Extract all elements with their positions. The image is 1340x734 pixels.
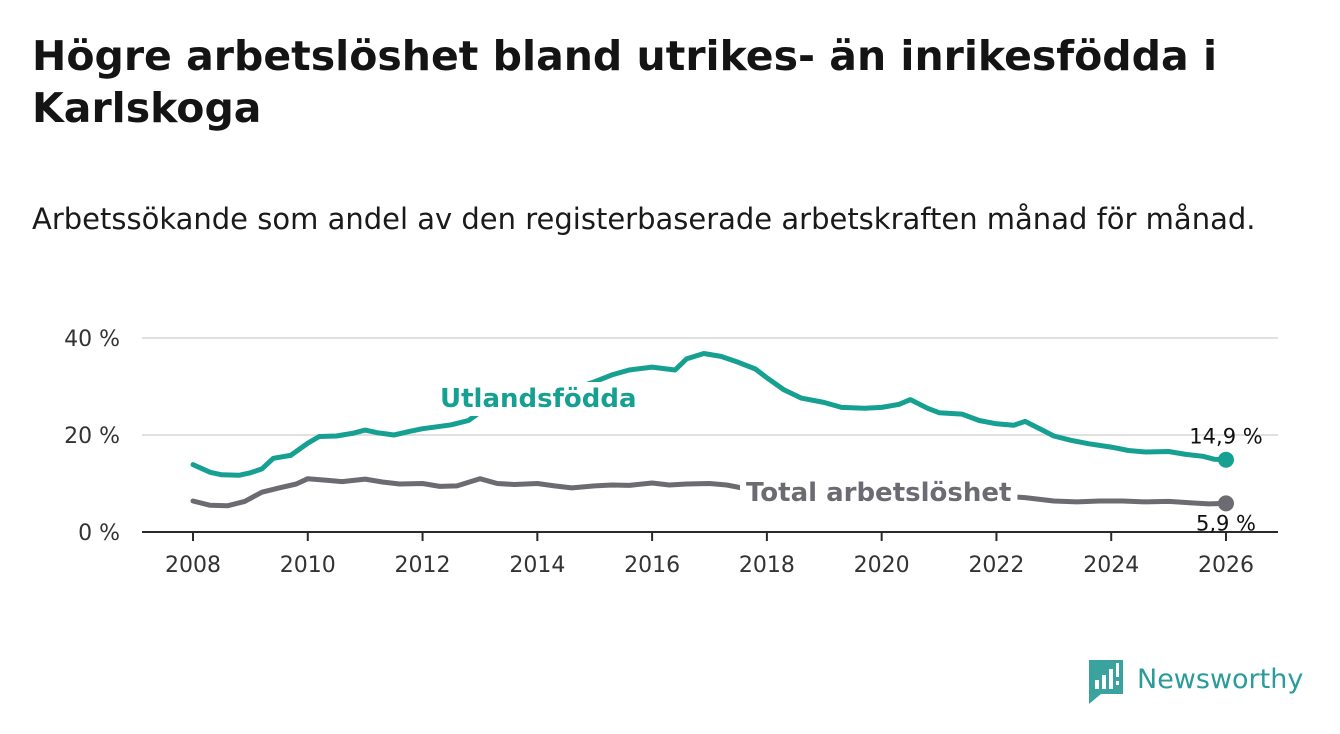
line-chart: 0 % 20 % 40 % 2008 2010 2012 2014 2016 2018 2020 2… — [64, 327, 1278, 578]
x-tick-label: 2026 — [1198, 553, 1254, 578]
brand-name: Newsworthy — [1137, 664, 1304, 695]
x-tick-label: 2012 — [395, 553, 451, 578]
series-label-backdrop — [740, 476, 1018, 510]
x-tick-label: 2022 — [968, 553, 1024, 578]
axes: 0 % 20 % 40 % 2008 2010 2012 2014 2016 2018 2020 2… — [64, 327, 1278, 578]
series-line-utlandsfodda — [190, 351, 1229, 478]
y-tick-label: 0 % — [78, 521, 120, 546]
series-label-backdrop — [434, 382, 643, 416]
newsworthy-logo-icon — [1089, 660, 1123, 704]
x-tick-label: 2016 — [624, 553, 680, 578]
series-label-utlandsfodda: Utlandsfödda — [440, 384, 637, 414]
chart-subtitle: Arbetssökande som andel av den registerb… — [32, 202, 1256, 236]
x-tick-label: 2010 — [280, 553, 336, 578]
series-lines — [190, 351, 1234, 512]
labels: Utlandsfödda Total arbetslöshet 14,9 % 5,9 … — [434, 382, 1263, 535]
x-tick-label: 2020 — [854, 553, 910, 578]
y-tick-label: 20 % — [64, 424, 120, 449]
end-value-label-total: 5,9 % — [1196, 511, 1256, 535]
y-tick-label: 40 % — [64, 327, 120, 352]
series-end-point — [1218, 495, 1234, 512]
x-tick-label: 2014 — [509, 553, 565, 578]
series-line-total — [190, 476, 1229, 509]
chart-title: Högre arbetslöshet bland utrikes- än inr… — [32, 32, 1217, 132]
x-tick-label: 2024 — [1083, 553, 1139, 578]
end-value-label-utlandsfodda: 14,9 % — [1189, 425, 1262, 449]
x-tick-label: 2018 — [739, 553, 795, 578]
x-tick-label: 2008 — [165, 553, 221, 578]
series-end-point — [1218, 451, 1234, 468]
series-label-total: Total arbetslöshet — [746, 478, 1011, 508]
brand-logo: Newsworthy — [1087, 660, 1317, 706]
